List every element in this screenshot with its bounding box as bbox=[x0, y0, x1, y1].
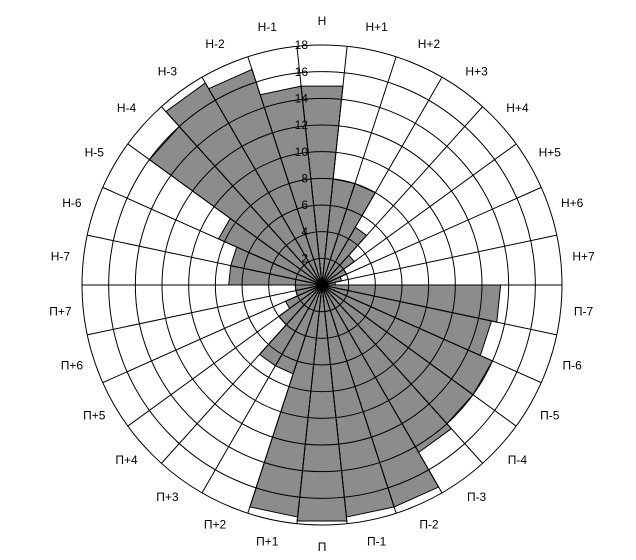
spoke bbox=[321, 284, 542, 384]
spoke bbox=[321, 143, 517, 286]
spoke bbox=[201, 284, 323, 494]
category-label: П-4 bbox=[508, 453, 528, 467]
r-tick-label: 2 bbox=[301, 252, 308, 266]
r-tick-label: 16 bbox=[295, 65, 309, 79]
r-tick-label: 18 bbox=[295, 38, 309, 52]
spoke bbox=[247, 284, 323, 514]
r-tick-label: 4 bbox=[301, 225, 308, 239]
category-label: П-1 bbox=[367, 534, 387, 548]
spoke bbox=[201, 76, 323, 286]
spoke bbox=[321, 186, 542, 286]
spoke bbox=[87, 284, 323, 336]
spoke bbox=[321, 56, 397, 286]
r-tick-label: 8 bbox=[301, 172, 308, 186]
category-label: Н-6 bbox=[62, 196, 82, 210]
r-tick-label: 10 bbox=[295, 145, 309, 159]
spoke bbox=[321, 76, 443, 286]
category-label: П+7 bbox=[49, 305, 72, 319]
spoke bbox=[321, 284, 557, 336]
category-label: П+5 bbox=[83, 409, 106, 423]
category-label: Н+7 bbox=[572, 250, 595, 264]
spoke bbox=[321, 284, 397, 514]
spoke bbox=[321, 284, 348, 524]
category-label: Н-1 bbox=[258, 20, 278, 34]
spoke bbox=[321, 234, 557, 286]
category-label: П bbox=[318, 540, 327, 554]
category-label: Н+3 bbox=[465, 64, 488, 78]
r-tick-label: 14 bbox=[295, 92, 309, 106]
spoke bbox=[321, 46, 348, 286]
category-label: Н+6 bbox=[561, 196, 584, 210]
category-label: Н-5 bbox=[85, 146, 105, 160]
category-label: П+6 bbox=[61, 358, 84, 372]
category-label: Н+4 bbox=[506, 101, 529, 115]
spoke bbox=[87, 234, 323, 286]
category-label: П+2 bbox=[204, 517, 227, 531]
category-label: П-2 bbox=[419, 517, 439, 531]
r-tick-label: 12 bbox=[295, 118, 309, 132]
category-label: П-3 bbox=[467, 490, 487, 504]
category-label: П+1 bbox=[256, 534, 279, 548]
spoke bbox=[321, 284, 517, 427]
r-tick-label: 6 bbox=[301, 198, 308, 212]
category-label: Н-3 bbox=[158, 64, 178, 78]
spoke bbox=[161, 106, 323, 286]
spoke bbox=[321, 106, 483, 286]
spoke bbox=[321, 284, 483, 464]
spoke bbox=[102, 186, 323, 286]
category-label: Н-4 bbox=[117, 101, 137, 115]
category-label: Н-7 bbox=[51, 250, 71, 264]
spoke bbox=[296, 46, 323, 286]
category-label: П-5 bbox=[540, 409, 560, 423]
category-label: Н bbox=[318, 14, 327, 28]
category-label: П+4 bbox=[115, 453, 138, 467]
category-label: П-6 bbox=[562, 358, 582, 372]
spoke bbox=[127, 143, 323, 286]
category-label: Н+5 bbox=[539, 146, 562, 160]
category-label: П+3 bbox=[156, 490, 179, 504]
spoke bbox=[127, 284, 323, 427]
spoke bbox=[102, 284, 323, 384]
spoke bbox=[247, 56, 323, 286]
category-label: Н+1 bbox=[366, 20, 389, 34]
spoke bbox=[161, 284, 323, 464]
category-label: Н-2 bbox=[205, 37, 225, 51]
category-label: Н+2 bbox=[418, 37, 441, 51]
category-label: П-7 bbox=[574, 305, 594, 319]
spoke bbox=[321, 284, 443, 494]
spoke bbox=[296, 284, 323, 524]
